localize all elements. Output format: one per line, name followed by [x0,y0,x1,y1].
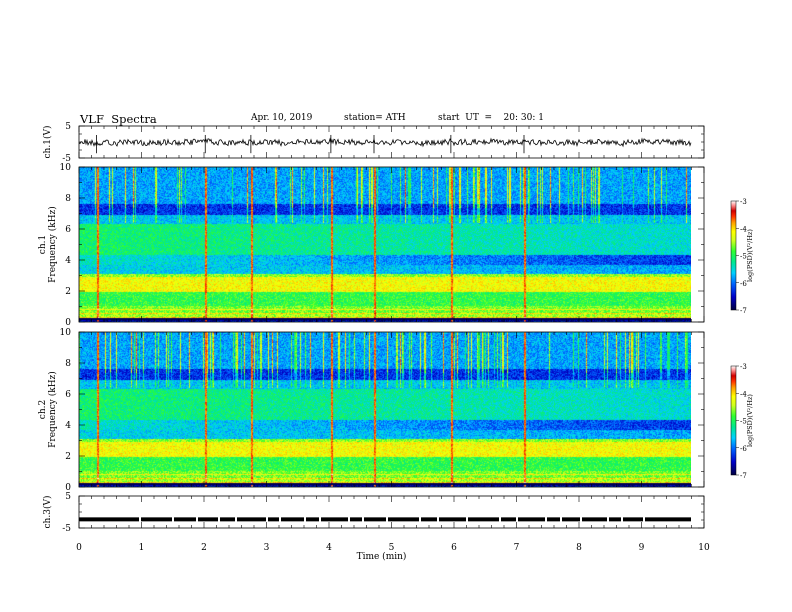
ch3-trace-ytick-label: 5 [65,492,71,502]
ch3-trace-gap [196,516,198,522]
colorbar-tick-label: -7 [740,307,747,315]
colorbar-label: log(PSD)(V²/Hz) [746,394,754,447]
colorbar-tick-label: -5 [740,418,747,426]
ch3-trace-gap [362,516,364,522]
ch2-spectrogram-ytick-label: 10 [60,328,72,338]
colorbar-tick-label: -5 [740,253,747,261]
ch3-trace-panel: 5 -5 ch.3(V) [42,492,705,534]
ch3-trace-gap [580,516,582,522]
x-tick-label: 5 [389,543,395,553]
x-axis-label: Time (min) [357,551,407,562]
ch3-trace-gap [545,516,547,522]
x-tick-label: 8 [576,543,582,553]
ch1-spectrogram-ylabel: ch.1 [38,235,48,254]
ch3-trace-gap [560,516,562,522]
ch2-spectrogram-ylabel: ch.2 [38,400,48,419]
ch1-spectrogram-ytick-label: 4 [65,256,71,266]
ch3-trace-gap [235,516,237,522]
x-tick-label: 1 [139,543,145,553]
colorbar-tick-label: -4 [740,390,747,398]
ch2-spectrogram-colorbar: -3 -4 -5 -6 -7 log(PSD)(V²/Hz) [730,363,754,480]
ch3-trace-ytick-label: -5 [62,524,71,534]
ch2-spectrogram-panel: 0 2 4 6 8 10 ch.2 Frequency (kHz) [38,328,705,493]
colorbar-tick-label: -7 [740,472,747,480]
ch3-trace-gap [348,516,350,522]
ch3-trace-gap [437,516,439,522]
ch1-spectrogram-ytick-label: 2 [65,287,71,297]
ch3-trace-ylabel: ch.3(V) [42,496,53,529]
colorbar-label: log(PSD)(V²/Hz) [746,229,754,282]
x-tick-label: 10 [698,543,710,553]
x-tick-label: 6 [451,543,457,553]
colorbar-gradient [730,365,737,476]
ch3-trace-gap [499,516,501,522]
ch3-trace-gap [419,516,421,522]
ch2-spectrogram-ytick-label: 2 [65,452,71,462]
ch3-trace-gap [607,516,609,522]
colorbar-tick-label: -3 [740,198,747,206]
ch3-trace-gap [621,516,623,522]
ch1-waveform-ytick-label: -5 [62,154,71,164]
ch3-trace-gap [279,516,281,522]
x-tick-label: 7 [514,543,520,553]
x-tick-label: 9 [639,543,645,553]
start-time-label: start UT = 20: 30: 1 [438,113,544,123]
ch1-spectrogram-ytick-label: 0 [65,318,71,328]
colorbar-tick-label: -6 [740,445,747,453]
page-title: VLF Spectra [80,112,157,126]
ch3-trace-gap [304,516,306,522]
ch3-trace-gap [172,516,174,522]
ch2-spectrogram-ytick-label: 8 [65,359,71,369]
ch2-spectrogram-ylabel: Frequency (kHz) [47,371,58,448]
colorbar-tick-label: -6 [740,280,747,288]
x-tick-label: 4 [326,543,332,553]
ch1-spectrogram-panel: 0 2 4 6 8 10 ch.1 Frequency (kHz) [38,163,705,328]
ch1-spectrogram-heatmap-image [79,167,691,322]
ch3-trace-gap [218,516,220,522]
ch1-spectrogram-ytick-label: 8 [65,194,71,204]
ch1-spectrogram-colorbar: -3 -4 -5 -6 -7 log(PSD)(V²/Hz) [730,198,754,315]
ch1-waveform-trace [78,137,692,148]
ch3-trace-gap [386,516,388,522]
colorbar-tick-label: -4 [740,225,747,233]
ch1-waveform-ytick-label: 5 [65,122,71,132]
colorbar-gradient [730,200,737,311]
colorbar-tick-label: -3 [740,363,747,371]
x-tick-label: 0 [76,543,82,553]
ch1-waveform-ylabel: ch.1(V) [42,126,53,159]
ch3-trace-band [79,517,691,522]
ch2-spectrogram-heatmap-image [79,332,691,487]
ch3-trace-gap [643,516,645,522]
ch1-spectrogram-ylabel: Frequency (kHz) [47,206,58,283]
ch1-spectrogram-ytick-label: 6 [65,225,71,235]
ch3-trace-gap [466,516,468,522]
ch3-trace-gap [319,516,321,522]
ch3-trace-gap [139,516,141,522]
ch2-spectrogram-ytick-label: 6 [65,390,71,400]
ch3-trace-gap [516,516,518,522]
ch2-spectrogram-ytick-label: 4 [65,421,71,431]
date-label: Apr. 10, 2019 [251,113,313,123]
ch2-spectrogram-ytick-label: 0 [65,483,71,493]
station-label: station= ATH [344,113,406,123]
ch1-waveform-panel: 5 -5 ch.1(V) [42,122,705,164]
ch1-spectrogram-ytick-label: 10 [60,163,72,173]
ch3-trace-gap [266,516,268,522]
x-tick-label: 3 [264,543,270,553]
x-tick-label: 2 [201,543,207,553]
